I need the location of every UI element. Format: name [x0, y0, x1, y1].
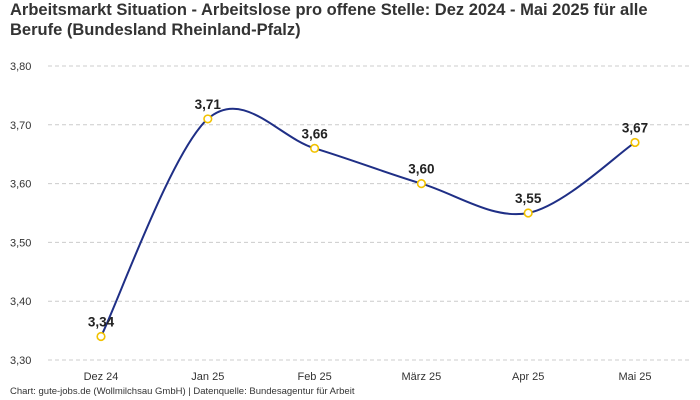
- data-label: 3,55: [515, 191, 542, 206]
- data-point: [630, 137, 640, 148]
- y-tick-label: 3,70: [10, 120, 31, 132]
- data-label: 3,34: [88, 314, 115, 329]
- x-axis: Dez 24 Jan 25 Feb 25 März 25 Apr 25 Mai 25: [84, 371, 652, 383]
- x-tick-label: Feb 25: [297, 371, 331, 383]
- chart-title: Arbeitsmarkt Situation - Arbeitslose pro…: [10, 1, 648, 39]
- y-tick-label: 3,50: [10, 237, 31, 249]
- y-tick-label: 3,60: [10, 179, 31, 191]
- x-tick-label: Mai 25: [618, 371, 651, 383]
- data-point: [416, 179, 427, 189]
- x-tick-label: März 25: [402, 371, 442, 383]
- y-axis: 3,30 3,40 3,50 3,60 3,70 3,80: [10, 61, 31, 367]
- x-tick-label: Dez 24: [84, 371, 119, 383]
- x-tick-label: Jan 25: [191, 371, 224, 383]
- data-point: [310, 143, 320, 153]
- data-point: [96, 331, 106, 342]
- x-tick-label: Apr 25: [512, 371, 544, 383]
- data-labels: 3,34 3,71 3,66 3,60 3,55 3,67: [88, 97, 648, 330]
- y-tick-label: 3,80: [10, 61, 31, 73]
- data-points: [96, 114, 640, 342]
- data-label: 3,60: [408, 162, 434, 177]
- data-label: 3,71: [195, 97, 222, 112]
- y-tick-label: 3,40: [10, 296, 31, 308]
- data-label: 3,66: [301, 126, 328, 141]
- y-tick-label: 3,30: [10, 355, 31, 367]
- data-point: [523, 208, 533, 218]
- grid-lines: [48, 65, 690, 361]
- data-label: 3,67: [622, 120, 648, 135]
- data-point: [203, 114, 213, 124]
- series-line: [100, 107, 636, 337]
- chart-source-footer: Chart: gute-jobs.de (Wollmilchsau GmbH) …: [10, 386, 355, 397]
